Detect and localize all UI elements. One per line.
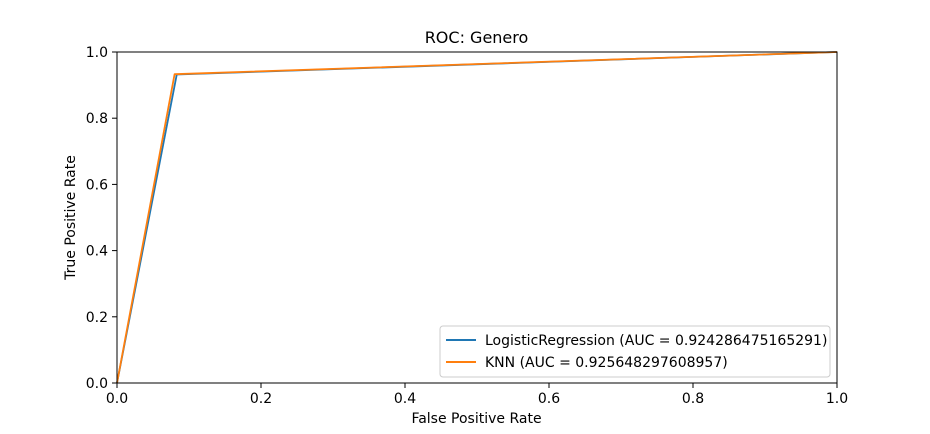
series-line-knn	[116, 51, 838, 384]
x-axis-ticks: 0.0 0.2 0.4 0.6 0.8 1.0	[106, 383, 848, 407]
x-tick-label: 0.0	[106, 391, 128, 407]
x-tick-label: 1.0	[826, 391, 848, 407]
x-tick-label: 0.8	[682, 391, 704, 407]
chart-title: ROC: Genero	[425, 28, 529, 47]
y-axis-label: True Positive Rate	[63, 155, 79, 281]
y-axis-ticks: 0.0 0.2 0.4 0.6 0.8 1.0	[86, 45, 117, 392]
x-tick-label: 0.6	[538, 391, 560, 407]
y-tick-label: 0.0	[86, 376, 108, 392]
y-tick-label: 1.0	[86, 45, 108, 61]
legend-label-knn: KNN (AUC = 0.925648297608957)	[485, 355, 728, 371]
y-tick-label: 0.4	[86, 244, 108, 260]
x-tick-label: 0.4	[394, 391, 416, 407]
plot-area-frame	[116, 51, 838, 384]
legend-label-logisticregression: LogisticRegression (AUC = 0.924286475165…	[485, 333, 827, 349]
x-tick-label: 0.2	[250, 391, 272, 407]
series-lines	[116, 51, 838, 384]
y-tick-label: 0.2	[86, 310, 108, 326]
y-tick-label: 0.8	[86, 111, 108, 127]
legend: LogisticRegression (AUC = 0.924286475165…	[439, 325, 831, 378]
y-tick-label: 0.6	[86, 177, 108, 193]
legend-box	[439, 325, 831, 378]
x-axis-label: False Positive Rate	[411, 411, 541, 427]
